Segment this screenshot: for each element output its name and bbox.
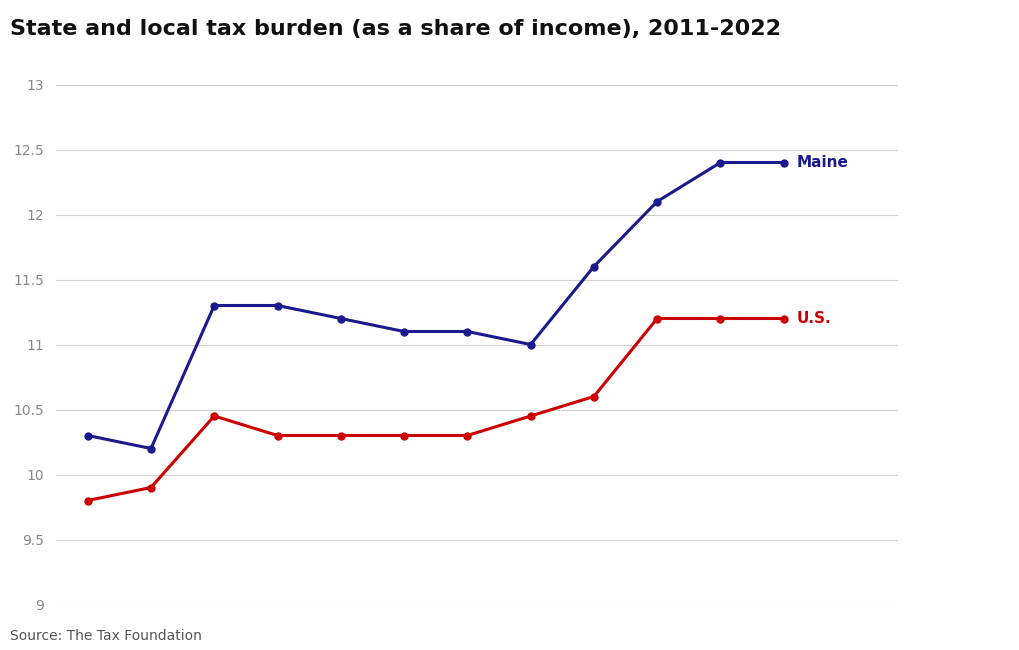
- Text: State and local tax burden (as a share of income), 2011-2022: State and local tax burden (as a share o…: [10, 20, 781, 40]
- Text: Source: The Tax Foundation: Source: The Tax Foundation: [10, 629, 202, 644]
- Text: Maine: Maine: [796, 155, 848, 170]
- Text: U.S.: U.S.: [796, 311, 830, 326]
